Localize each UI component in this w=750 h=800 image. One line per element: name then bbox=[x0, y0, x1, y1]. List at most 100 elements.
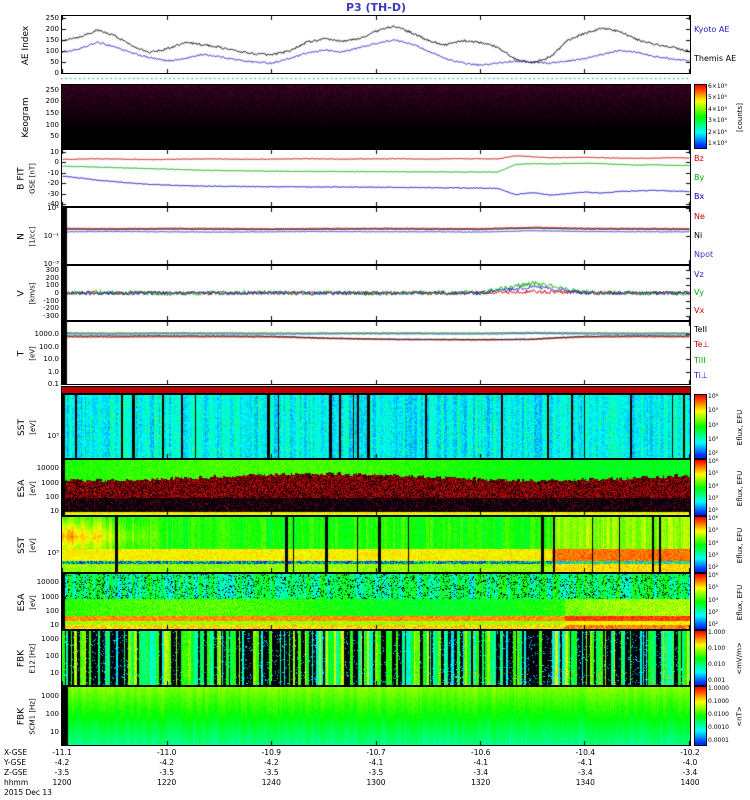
legend-Vz: Vz bbox=[694, 270, 704, 279]
xtick-value: -11.1 bbox=[52, 748, 72, 757]
ytick-keogram: 50 bbox=[50, 132, 59, 141]
cbtick-esa_ion: 10⁵ bbox=[708, 470, 719, 478]
ylabel-sub-sst_elec: [eV] bbox=[28, 537, 37, 553]
canvas-ae bbox=[62, 16, 690, 73]
ytick-temperature: 100.0 bbox=[38, 342, 59, 351]
legend-TeII: TeII bbox=[694, 324, 708, 334]
ytick-esa_ion: 10000 bbox=[36, 464, 59, 473]
ytick-fbk_scm: 10 bbox=[50, 728, 59, 737]
canvas-sst_ion bbox=[62, 395, 690, 458]
cbtick-keogram: 3×10⁴ bbox=[708, 117, 727, 125]
legend-Bz: Bz bbox=[694, 154, 704, 164]
ytick-sst_ion: 10⁵ bbox=[47, 432, 59, 441]
xtick-value: -10.7 bbox=[366, 748, 386, 757]
ytick-velocity: -100 bbox=[43, 296, 59, 305]
xtick-value: -11.0 bbox=[156, 748, 177, 757]
xrow-label-X-GSE: X-GSE bbox=[4, 748, 28, 757]
cbtick-sst_elec: 10³ bbox=[708, 551, 719, 559]
ytick-sst_elec: 10⁵ bbox=[47, 549, 59, 558]
xtick-value: -10.9 bbox=[261, 748, 281, 757]
canvas-status bbox=[61, 74, 689, 82]
xtick-value: -10.4 bbox=[575, 748, 595, 757]
legend-By: By bbox=[694, 173, 705, 182]
ytick-keogram: 200 bbox=[45, 97, 59, 106]
legend-Bx: Bx bbox=[694, 191, 705, 201]
colorbar-keogram bbox=[694, 84, 707, 149]
canvas-bfield bbox=[62, 150, 690, 206]
colorbar-label-esa_ion: Eflux, EFU bbox=[735, 470, 744, 506]
ytick-fbk_scm: 1000 bbox=[41, 691, 59, 700]
canvas-density bbox=[62, 208, 690, 264]
cbtick-sst_elec: 10⁴ bbox=[708, 539, 719, 547]
ytick-fbk_scm: 100 bbox=[45, 709, 59, 718]
ylabel-density: N bbox=[16, 233, 27, 240]
xtick-value: -3.5 bbox=[368, 768, 384, 777]
canvas-esa_ion bbox=[62, 460, 690, 515]
panel-sst_elec bbox=[61, 516, 691, 573]
legend-TiII: TiII bbox=[694, 355, 706, 365]
panel-separator bbox=[61, 386, 691, 394]
plot-title: P3 (TH-D) bbox=[345, 1, 406, 14]
cbtick-esa_ion: 10² bbox=[708, 507, 719, 514]
ytick-keogram: 100 bbox=[45, 120, 59, 129]
ylabel-bfield: B FIT bbox=[16, 167, 27, 190]
ytick-velocity: 200 bbox=[45, 273, 59, 282]
xtick-value: 1400 bbox=[680, 778, 700, 787]
colorbar-fbk_scm bbox=[694, 686, 707, 746]
canvas-fbk_e12 bbox=[62, 631, 690, 685]
ytick-keogram: 250 bbox=[45, 85, 59, 94]
ytick-temperature: 1.0 bbox=[47, 367, 59, 376]
xtick-value: -3.4 bbox=[473, 768, 488, 777]
canvas-velocity bbox=[62, 266, 690, 320]
legend-Themis AE: Themis AE bbox=[694, 53, 737, 63]
colorbar-label-sst_elec: Eflux, EFU bbox=[735, 527, 744, 563]
legend-Ti⊥: Ti⊥ bbox=[694, 371, 708, 381]
ytick-velocity: -300 bbox=[43, 312, 59, 321]
ytick-esa_ion: 1000 bbox=[41, 478, 59, 487]
ytick-temperature: 10.0 bbox=[43, 355, 59, 364]
cbtick-esa_elec: 10² bbox=[708, 621, 719, 628]
xtick-value: -3.4 bbox=[682, 768, 698, 777]
ytick-bfield: -40 bbox=[47, 199, 59, 208]
cbtick-esa_elec: 10⁵ bbox=[708, 584, 719, 592]
ytick-fbk_e12: 100 bbox=[45, 652, 59, 661]
xtick-value: 1240 bbox=[261, 778, 281, 787]
cbtick-keogram: 4×10⁴ bbox=[708, 105, 727, 113]
legend-Ne: Ne bbox=[694, 212, 705, 222]
ytick-ae: 150 bbox=[45, 36, 59, 45]
ytick-esa_elec: 10000 bbox=[36, 578, 59, 587]
ytick-density: 10⁻³ bbox=[43, 260, 59, 268]
panel-keogram bbox=[61, 84, 691, 149]
colorbar-label-fbk_scm: <nT> bbox=[735, 706, 744, 727]
ytick-ae: 250 bbox=[45, 14, 59, 23]
ylabel-sub-sst_ion: [eV] bbox=[28, 419, 37, 435]
panel-status bbox=[61, 74, 691, 84]
xtick-value: -4.0 bbox=[682, 758, 698, 767]
panel-velocity bbox=[61, 265, 691, 321]
canvas-keogram bbox=[62, 85, 690, 148]
cbtick-sst_elec: 10⁵ bbox=[708, 527, 719, 535]
colorbar-label-esa_elec: Eflux, EFU bbox=[735, 584, 744, 620]
ytick-temperature: 1000.0 bbox=[34, 330, 60, 339]
cbtick-fbk_e12: 1.000 bbox=[708, 629, 726, 636]
canvas-esa_elec bbox=[62, 574, 690, 629]
ylabel-sst_ion: SST bbox=[16, 418, 27, 436]
ytick-bfield: 0 bbox=[54, 158, 59, 167]
ytick-velocity: 300 bbox=[45, 265, 59, 274]
ytick-ae: 200 bbox=[45, 25, 59, 34]
ytick-esa_elec: 1000 bbox=[41, 592, 59, 601]
cbtick-esa_ion: 10⁴ bbox=[708, 482, 719, 490]
xtick-value: -4.1 bbox=[368, 758, 384, 767]
cbtick-fbk_e12: 0.001 bbox=[708, 677, 726, 684]
ylabel-esa_ion: ESA bbox=[16, 479, 27, 497]
ytick-esa_elec: 10 bbox=[50, 620, 59, 629]
ytick-density: 10⁻¹ bbox=[43, 232, 59, 240]
colorbar-sst_elec bbox=[694, 516, 707, 573]
ylabel-sst_elec: SST bbox=[16, 536, 27, 554]
ytick-bfield: -30 bbox=[47, 189, 59, 198]
legend-Te⊥: Te⊥ bbox=[694, 340, 710, 350]
panel-sst_ion bbox=[61, 394, 691, 459]
cbtick-sst_ion: 10⁴ bbox=[708, 421, 719, 429]
cbtick-sst_elec: 10⁶ bbox=[708, 515, 719, 522]
